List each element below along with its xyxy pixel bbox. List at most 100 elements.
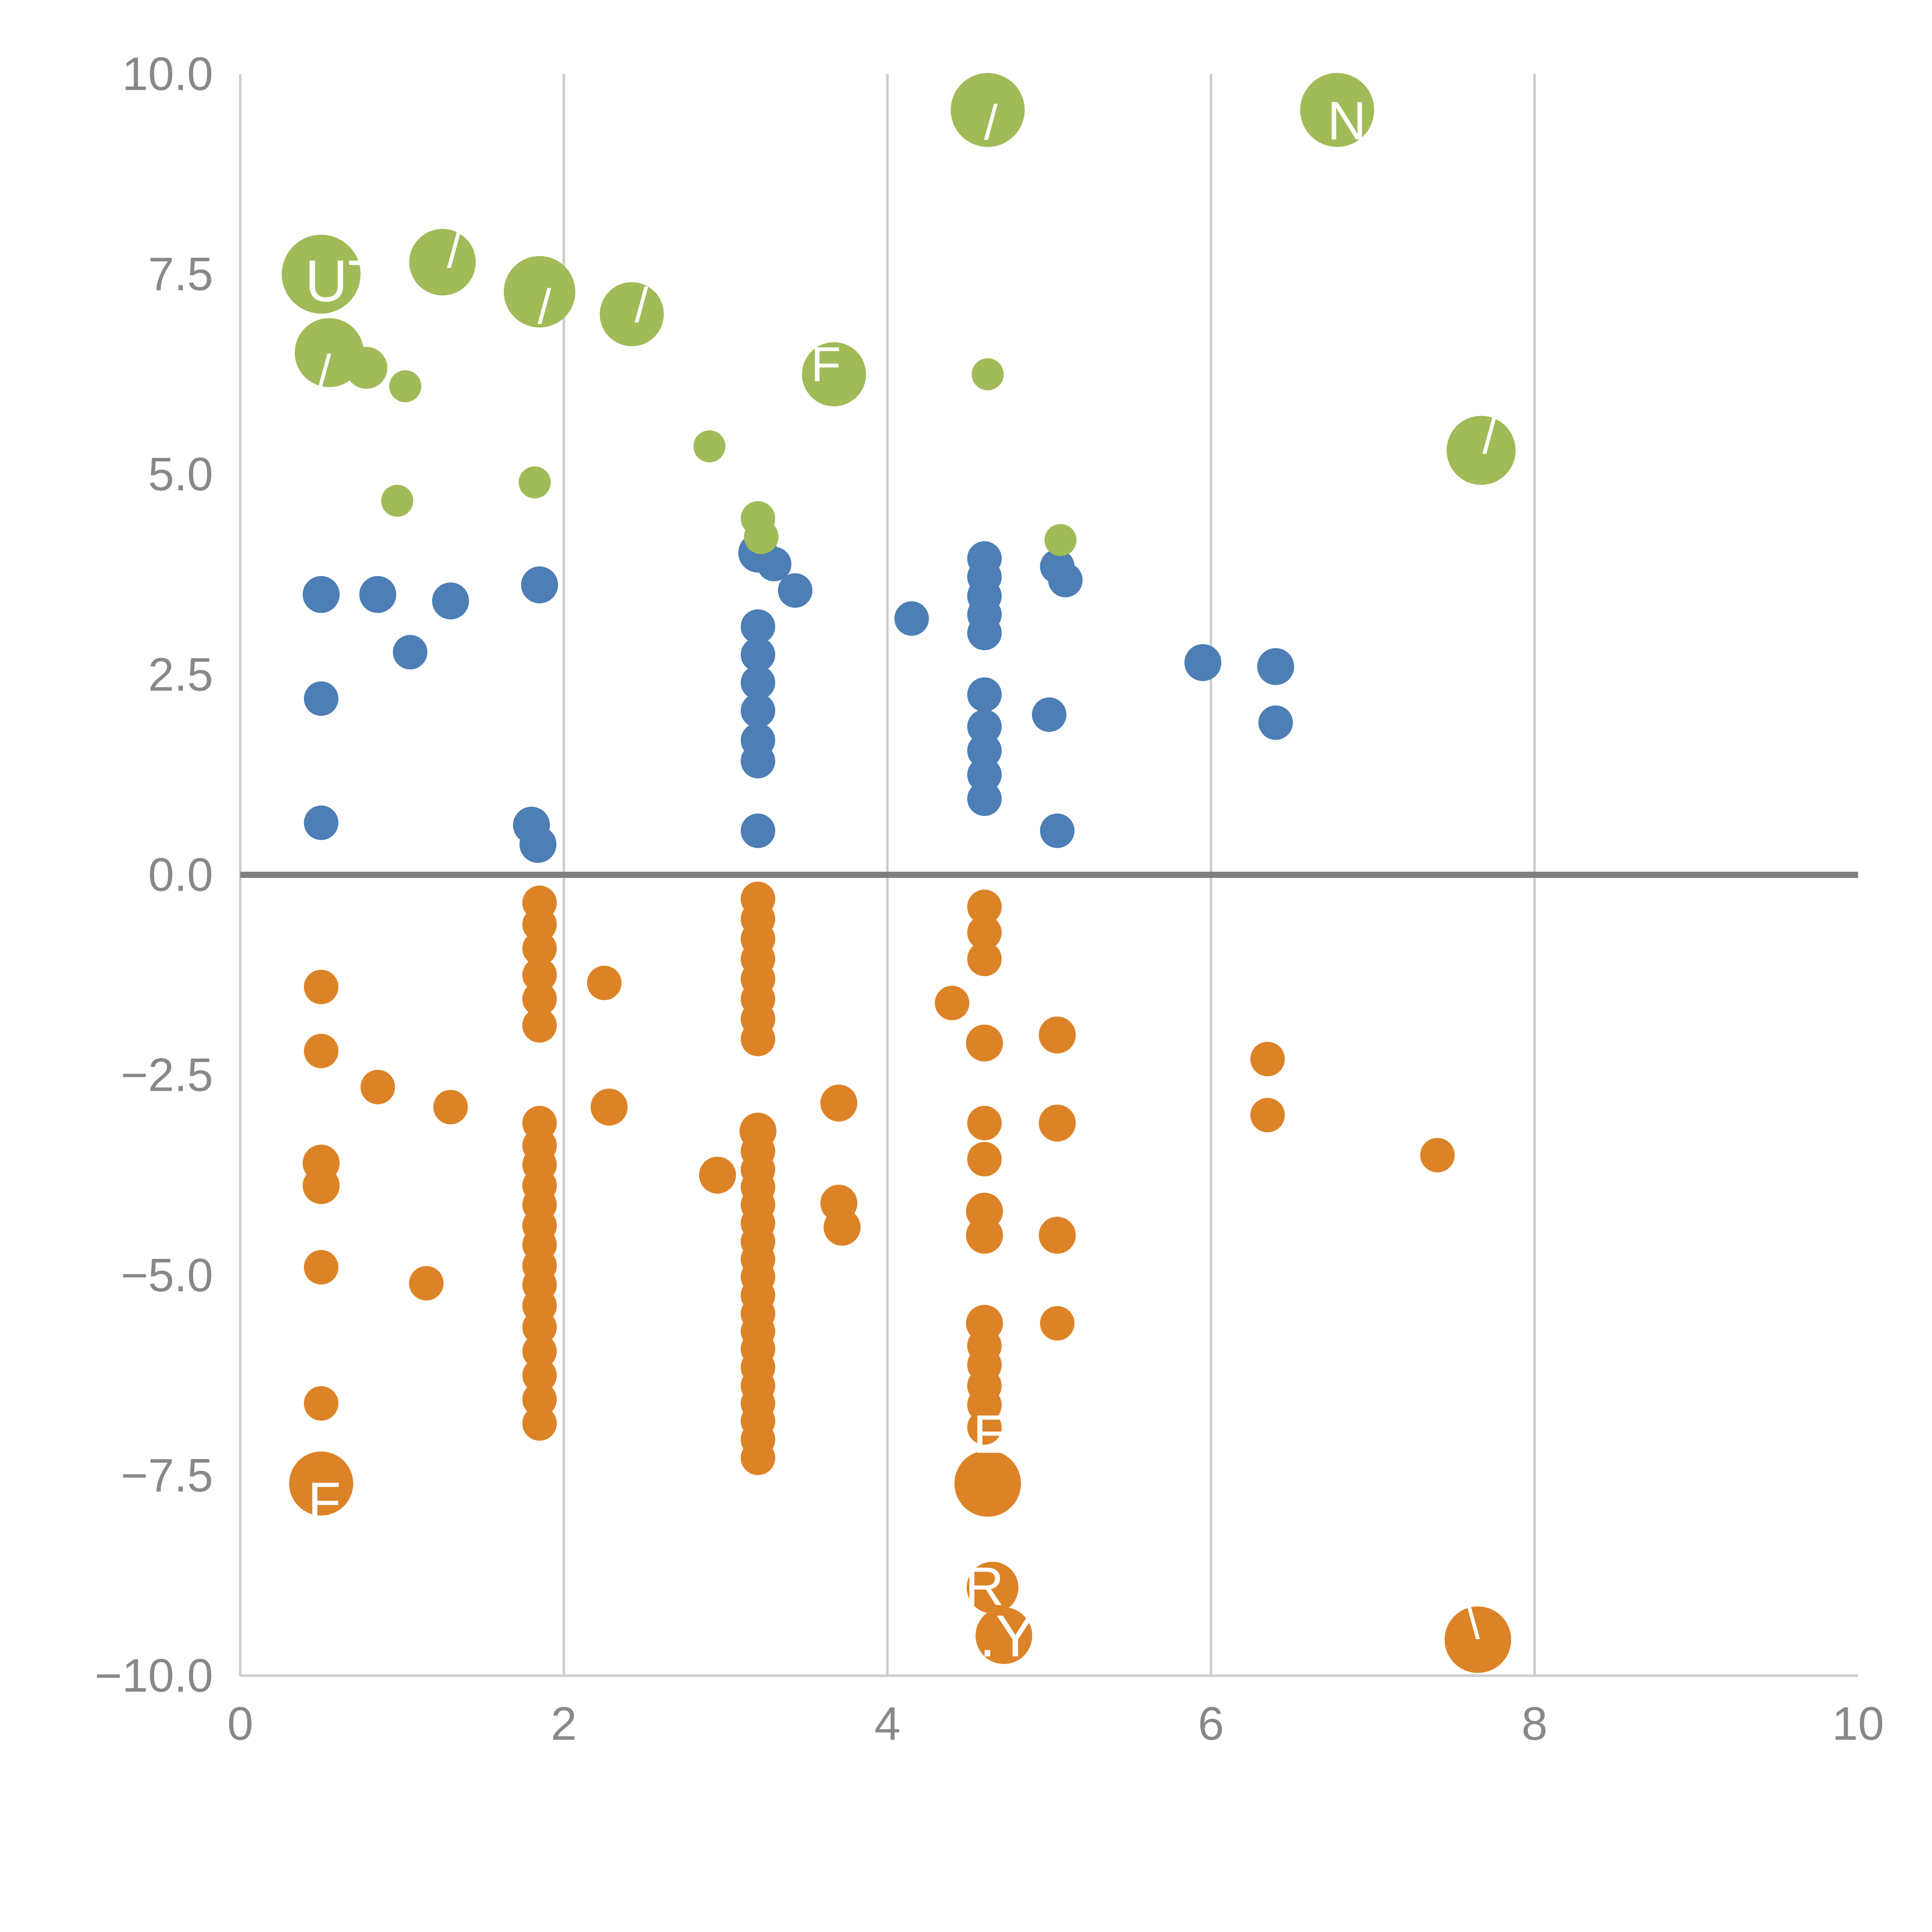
orange-data-point — [1444, 1606, 1511, 1673]
bubble-label: UT — [305, 248, 384, 314]
blue-data-point — [967, 781, 1002, 816]
green-data-point — [971, 358, 1004, 391]
x-tick-label: 4 — [874, 1697, 900, 1750]
blue-data-point — [740, 744, 776, 779]
bubble-label: E — [973, 1404, 1009, 1464]
x-tick-label: 10 — [1832, 1697, 1884, 1750]
orange-data-point — [1039, 1016, 1076, 1054]
y-tick-label: 2.5 — [148, 648, 213, 701]
green-data-point — [519, 466, 551, 498]
green-data-point — [282, 235, 361, 314]
bubble-label: / — [634, 278, 648, 333]
orange-data-point — [522, 1382, 557, 1417]
orange-data-point — [966, 1216, 1003, 1254]
y-tick-label: 5.0 — [148, 448, 213, 500]
bubble-label: F — [308, 1471, 341, 1532]
green-data-point — [381, 485, 413, 517]
orange-data-point — [954, 1450, 1021, 1517]
blue-data-point — [967, 709, 1002, 744]
y-tick-label: 0.0 — [148, 848, 213, 901]
green-data-point — [1446, 416, 1516, 485]
blue-data-point — [1184, 644, 1221, 681]
orange-data-point — [967, 915, 1002, 950]
blue-data-point — [740, 813, 776, 848]
blue-data-point — [1040, 813, 1075, 848]
blue-data-point — [778, 573, 813, 608]
blue-data-point — [894, 601, 929, 636]
green-data-point — [744, 519, 779, 554]
bubble-label: / — [984, 95, 998, 150]
blue-data-point — [740, 693, 776, 728]
blue-data-point — [967, 757, 1002, 792]
orange-data-point — [522, 1334, 557, 1369]
x-tick-label: 2 — [551, 1697, 577, 1750]
orange-data-point — [304, 1386, 338, 1421]
y-tick-label: −2.5 — [121, 1049, 213, 1101]
orange-data-point — [935, 986, 969, 1020]
orange-data-point — [587, 966, 622, 1000]
orange-data-point — [967, 1410, 1002, 1445]
blue-data-point — [740, 637, 776, 672]
bubble-label: N — [1327, 90, 1366, 151]
blue-data-point — [304, 805, 338, 840]
green-data-point — [600, 282, 664, 347]
orange-data-point — [1250, 1042, 1285, 1077]
blue-data-point — [967, 616, 1002, 650]
orange-data-point — [522, 1358, 557, 1393]
orange-data-point — [522, 1310, 557, 1345]
x-tick-label: 8 — [1522, 1697, 1548, 1750]
bubble-label: / — [1482, 409, 1496, 464]
orange-data-point — [820, 1084, 857, 1122]
orange-data-point — [409, 1266, 444, 1301]
blue-data-point — [393, 635, 428, 670]
y-tick-label: −7.5 — [121, 1449, 213, 1502]
green-data-point — [693, 430, 726, 463]
orange-data-point — [304, 1250, 338, 1285]
x-tick-label: 0 — [227, 1697, 253, 1750]
green-data-point — [951, 73, 1025, 147]
bubble-label: F — [811, 337, 841, 392]
orange-data-point — [522, 1406, 557, 1441]
orange-data-point — [966, 1561, 1019, 1614]
blue-data-point — [740, 609, 776, 644]
green-data-point — [345, 347, 388, 389]
orange-data-point — [304, 1034, 338, 1068]
bubble-label: .Y — [979, 1603, 1035, 1669]
orange-data-point — [522, 981, 557, 1016]
orange-data-point — [522, 931, 557, 966]
bubble-label: / — [537, 279, 551, 334]
orange-data-point — [966, 1024, 1003, 1062]
bubble-label: R — [965, 1556, 1004, 1617]
green-data-point — [389, 370, 422, 403]
blue-data-point — [304, 681, 338, 716]
y-tick-label: −5.0 — [121, 1249, 213, 1301]
blue-data-point — [1032, 697, 1066, 732]
blue-data-point — [967, 733, 1002, 768]
green-data-point — [409, 229, 476, 296]
orange-data-point — [740, 1440, 776, 1475]
green-data-point — [503, 256, 575, 328]
orange-data-point — [522, 1008, 557, 1043]
y-tick-label: −10.0 — [95, 1649, 213, 1702]
blue-data-point — [432, 582, 469, 619]
blue-data-point — [967, 677, 1002, 712]
orange-data-point — [433, 1090, 468, 1124]
orange-data-point — [975, 1607, 1032, 1664]
blue-data-point — [757, 547, 792, 582]
orange-data-point — [699, 1156, 736, 1194]
orange-data-point — [289, 1451, 354, 1516]
green-data-point — [1044, 524, 1077, 556]
orange-data-point — [823, 1209, 861, 1246]
blue-data-point — [1257, 648, 1294, 685]
orange-data-point — [303, 1167, 340, 1204]
orange-data-point — [740, 1022, 776, 1056]
orange-data-point — [590, 1088, 628, 1126]
orange-data-point — [967, 1105, 1002, 1141]
orange-data-point — [967, 942, 1002, 976]
blue-data-point — [740, 665, 776, 700]
blue-data-point — [303, 576, 340, 613]
bubble-label: / — [318, 345, 332, 400]
blue-data-point — [519, 826, 557, 863]
y-tick-label: 10.0 — [122, 48, 213, 100]
